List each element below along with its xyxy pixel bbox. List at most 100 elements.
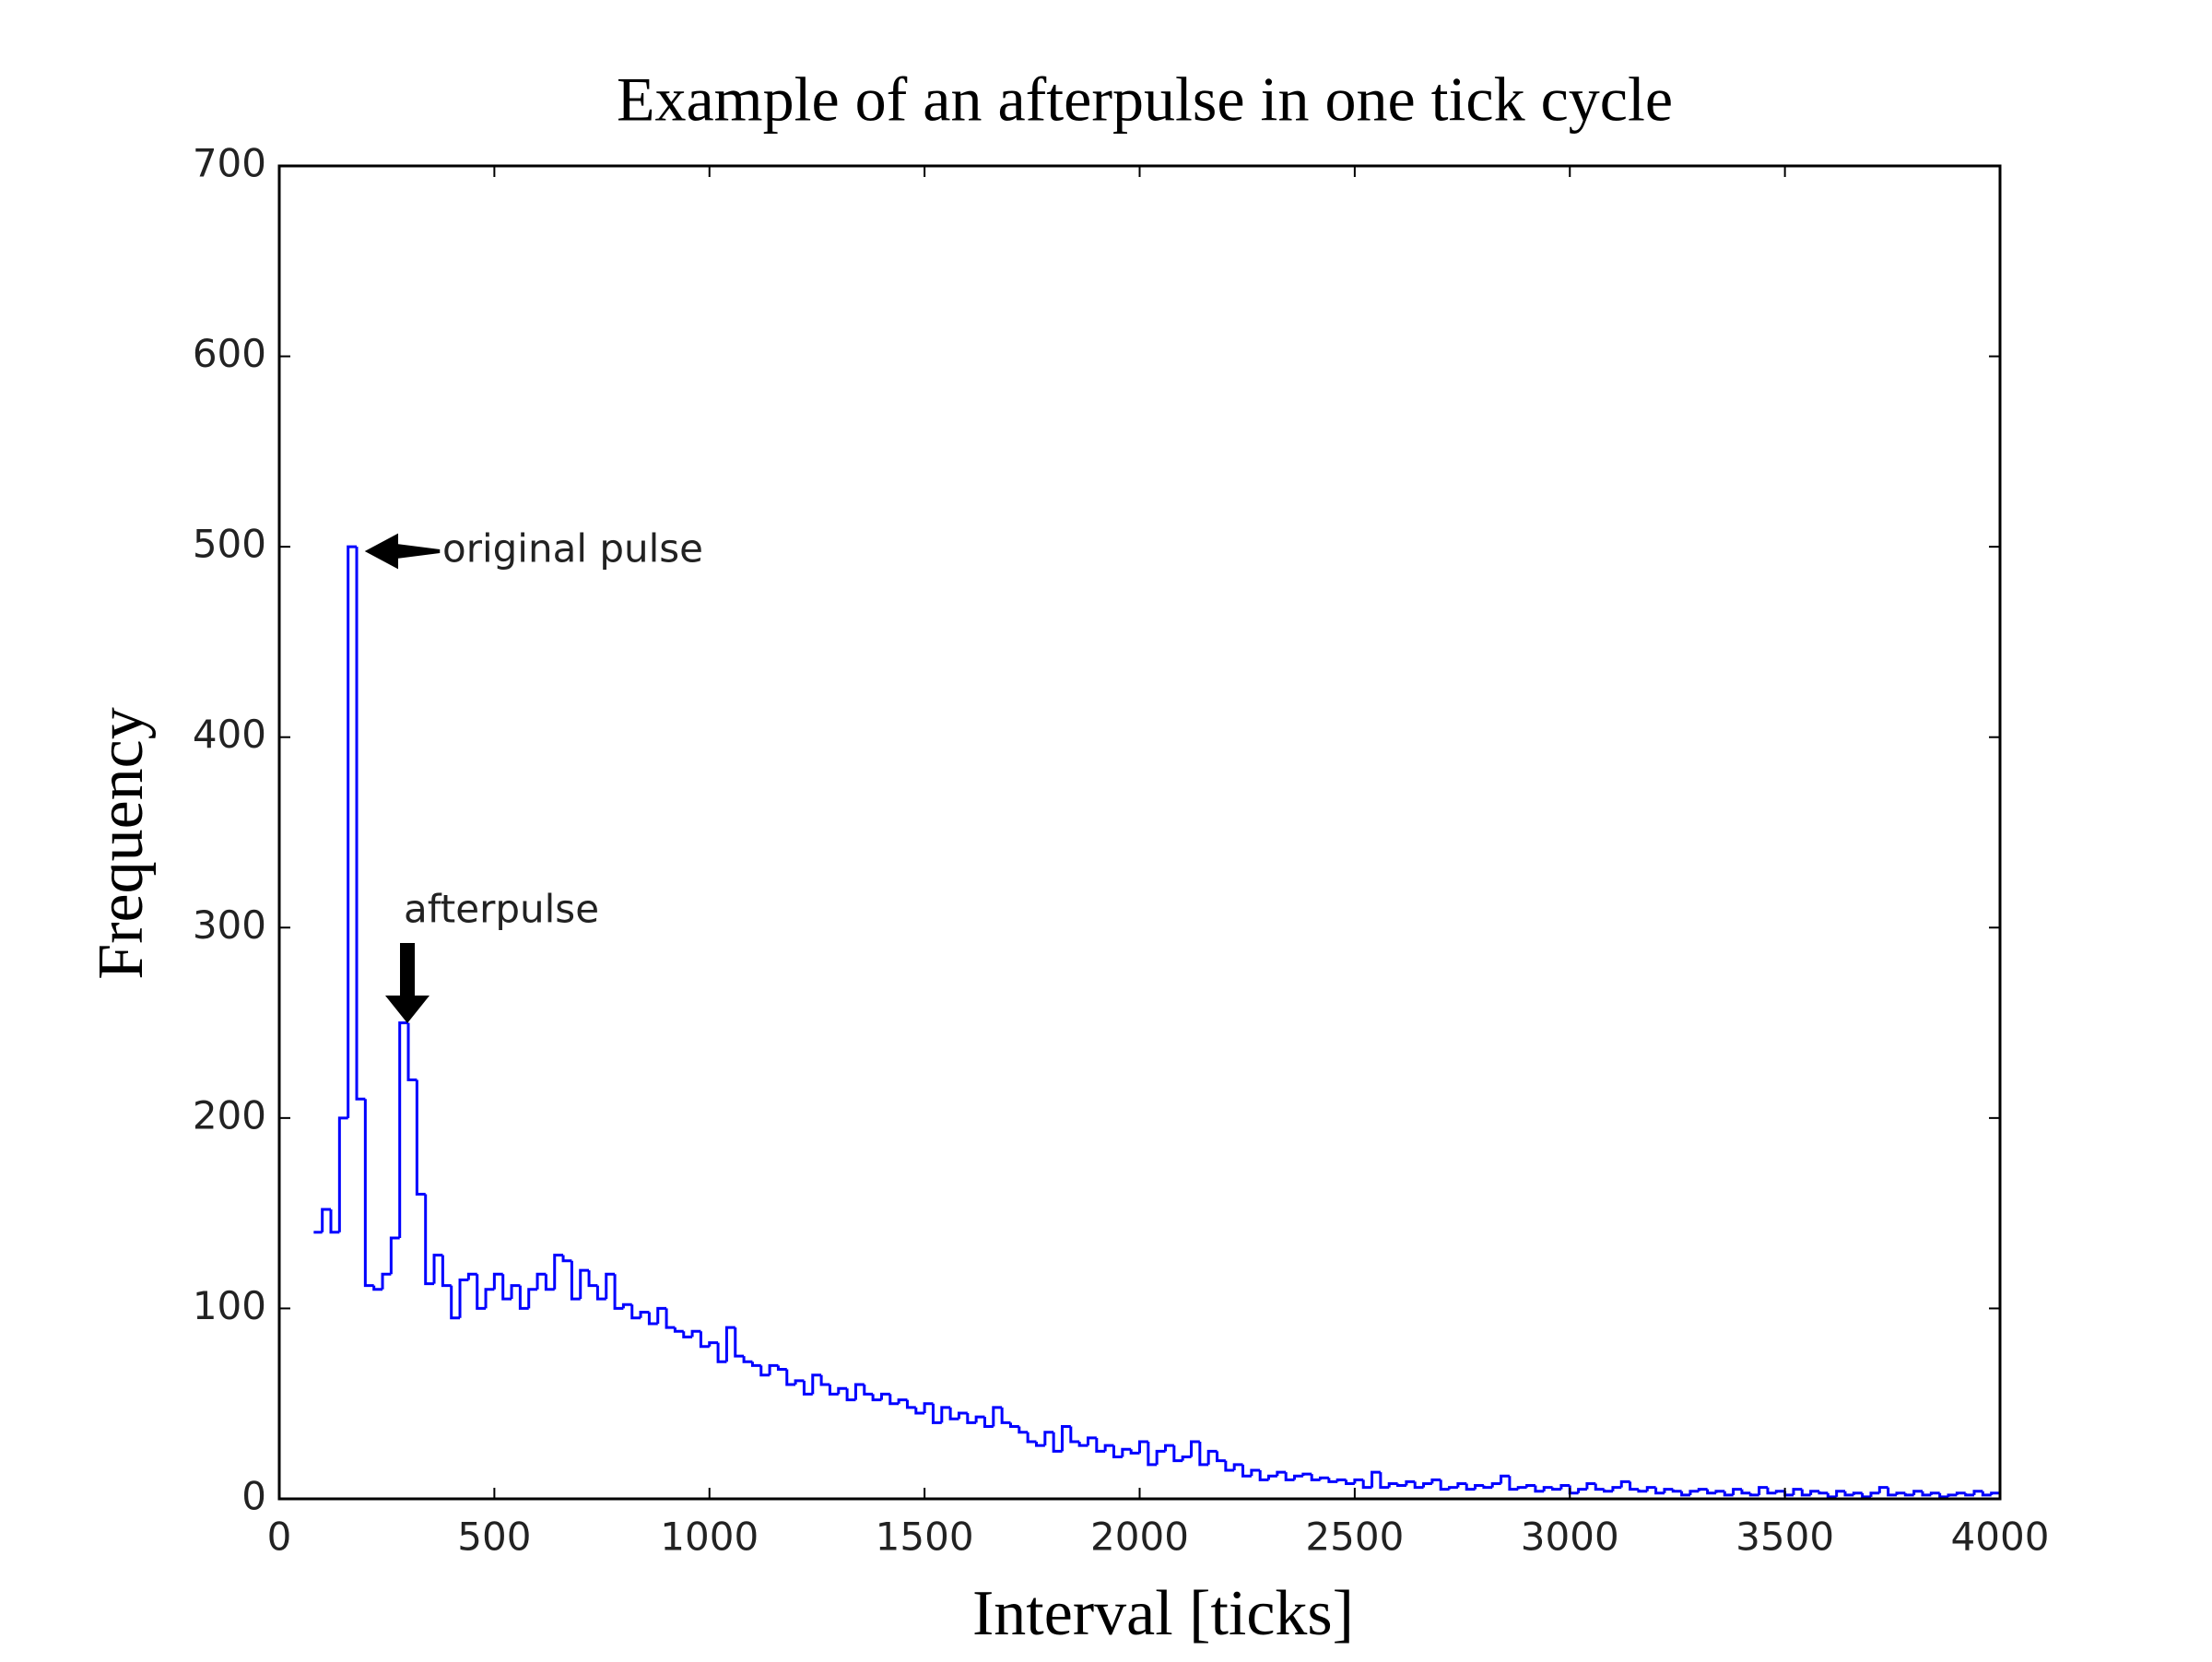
histogram-step (1732, 1488, 1742, 1495)
histogram-step (363, 1099, 374, 1288)
histogram-step (897, 1398, 908, 1404)
histogram-step (1413, 1481, 1424, 1490)
histogram-step (1964, 1492, 1974, 1497)
histogram-step (1637, 1489, 1648, 1493)
histogram-step (1241, 1464, 1252, 1478)
histogram-step (1861, 1492, 1871, 1499)
histogram-step (1327, 1478, 1338, 1483)
histogram-step (553, 1254, 564, 1290)
x-tick-label: 1500 (876, 1515, 974, 1560)
y-tick-label: 400 (193, 712, 266, 757)
histogram-step (1224, 1460, 1235, 1472)
histogram-step (1972, 1490, 1983, 1495)
histogram-step (802, 1380, 813, 1396)
histogram-step (1895, 1491, 1906, 1495)
histogram-step (1619, 1479, 1630, 1488)
histogram-step (544, 1274, 555, 1291)
histogram-step (1887, 1487, 1897, 1497)
histogram-step (1267, 1474, 1277, 1480)
histogram-step (1345, 1479, 1355, 1485)
histogram-step (1361, 1479, 1372, 1490)
histogram-step (1353, 1478, 1364, 1484)
x-tick-label: 2500 (1305, 1515, 1404, 1560)
histogram-step (476, 1274, 487, 1310)
histogram-step (1826, 1492, 1837, 1499)
histogram-step (1206, 1449, 1218, 1465)
histogram-step (621, 1302, 632, 1309)
x-tick-label: 500 (457, 1515, 531, 1560)
annotation: original pulse (442, 526, 703, 572)
x-tick-label: 3500 (1735, 1515, 1834, 1560)
histogram-step (742, 1356, 753, 1363)
histogram-step (1645, 1486, 1656, 1491)
histogram-step (1000, 1407, 1011, 1424)
histogram-step (957, 1411, 968, 1420)
histogram-step (579, 1268, 590, 1300)
histogram-step (561, 1255, 572, 1263)
histogram-step (466, 1272, 477, 1280)
histogram-step (381, 1272, 392, 1290)
histogram-step (535, 1272, 547, 1290)
histogram-step (690, 1329, 701, 1338)
histogram-step (1181, 1456, 1192, 1461)
histogram-step (1981, 1491, 1992, 1497)
histogram-step (1335, 1478, 1347, 1482)
histogram-step (337, 1116, 348, 1232)
histogram-step (1835, 1490, 1845, 1497)
y-tick-label: 600 (193, 331, 266, 376)
y-tick-label: 500 (193, 522, 266, 567)
histogram-step (905, 1399, 916, 1409)
histogram-step (759, 1365, 771, 1377)
histogram-step (1758, 1486, 1768, 1495)
histogram-step (329, 1209, 340, 1234)
histogram-step (1654, 1487, 1665, 1495)
histogram-step (1723, 1491, 1734, 1497)
histogram-step (785, 1369, 796, 1386)
histogram-step (1542, 1486, 1553, 1491)
histogram-step (1947, 1493, 1958, 1497)
histogram-step (450, 1285, 461, 1320)
histogram-step (424, 1194, 435, 1286)
histogram-step (1508, 1476, 1519, 1491)
annotation: afterpulse (404, 887, 599, 932)
histogram-step (1052, 1432, 1063, 1453)
histogram-step (1577, 1488, 1587, 1493)
histogram-step (389, 1236, 400, 1275)
histogram-step (1714, 1490, 1725, 1493)
histogram-step (415, 1079, 426, 1196)
histogram-step (510, 1284, 521, 1300)
histogram-step (845, 1388, 856, 1402)
histogram-step (1740, 1489, 1751, 1495)
histogram-step (1405, 1479, 1416, 1486)
histogram-step (1086, 1436, 1097, 1446)
histogram-step (776, 1365, 787, 1372)
histogram-step (1465, 1483, 1476, 1491)
histogram-step (1697, 1488, 1708, 1491)
x-tick-label: 0 (267, 1515, 292, 1560)
histogram-step (1379, 1472, 1390, 1490)
histogram-step (966, 1413, 977, 1424)
histogram-step (828, 1385, 839, 1396)
y-axis-label: Frequency (86, 707, 157, 979)
histogram-step (1387, 1481, 1398, 1488)
histogram-step (811, 1373, 822, 1395)
histogram-step (441, 1255, 452, 1288)
histogram-step (948, 1407, 959, 1420)
histogram-step (1232, 1463, 1243, 1471)
histogram-step (406, 1022, 418, 1082)
histogram-step (819, 1374, 830, 1386)
histogram-step (982, 1417, 994, 1428)
histogram-step (458, 1278, 469, 1318)
histogram-step (1800, 1489, 1811, 1497)
histogram-step (1396, 1483, 1406, 1488)
histogram-step (879, 1392, 890, 1400)
histogram-step (1103, 1444, 1114, 1452)
annotation-arrow (364, 533, 441, 570)
histogram-step (355, 547, 366, 1101)
histogram-step (1276, 1470, 1287, 1477)
histogram-step (1034, 1442, 1045, 1447)
histogram-step (992, 1406, 1003, 1427)
